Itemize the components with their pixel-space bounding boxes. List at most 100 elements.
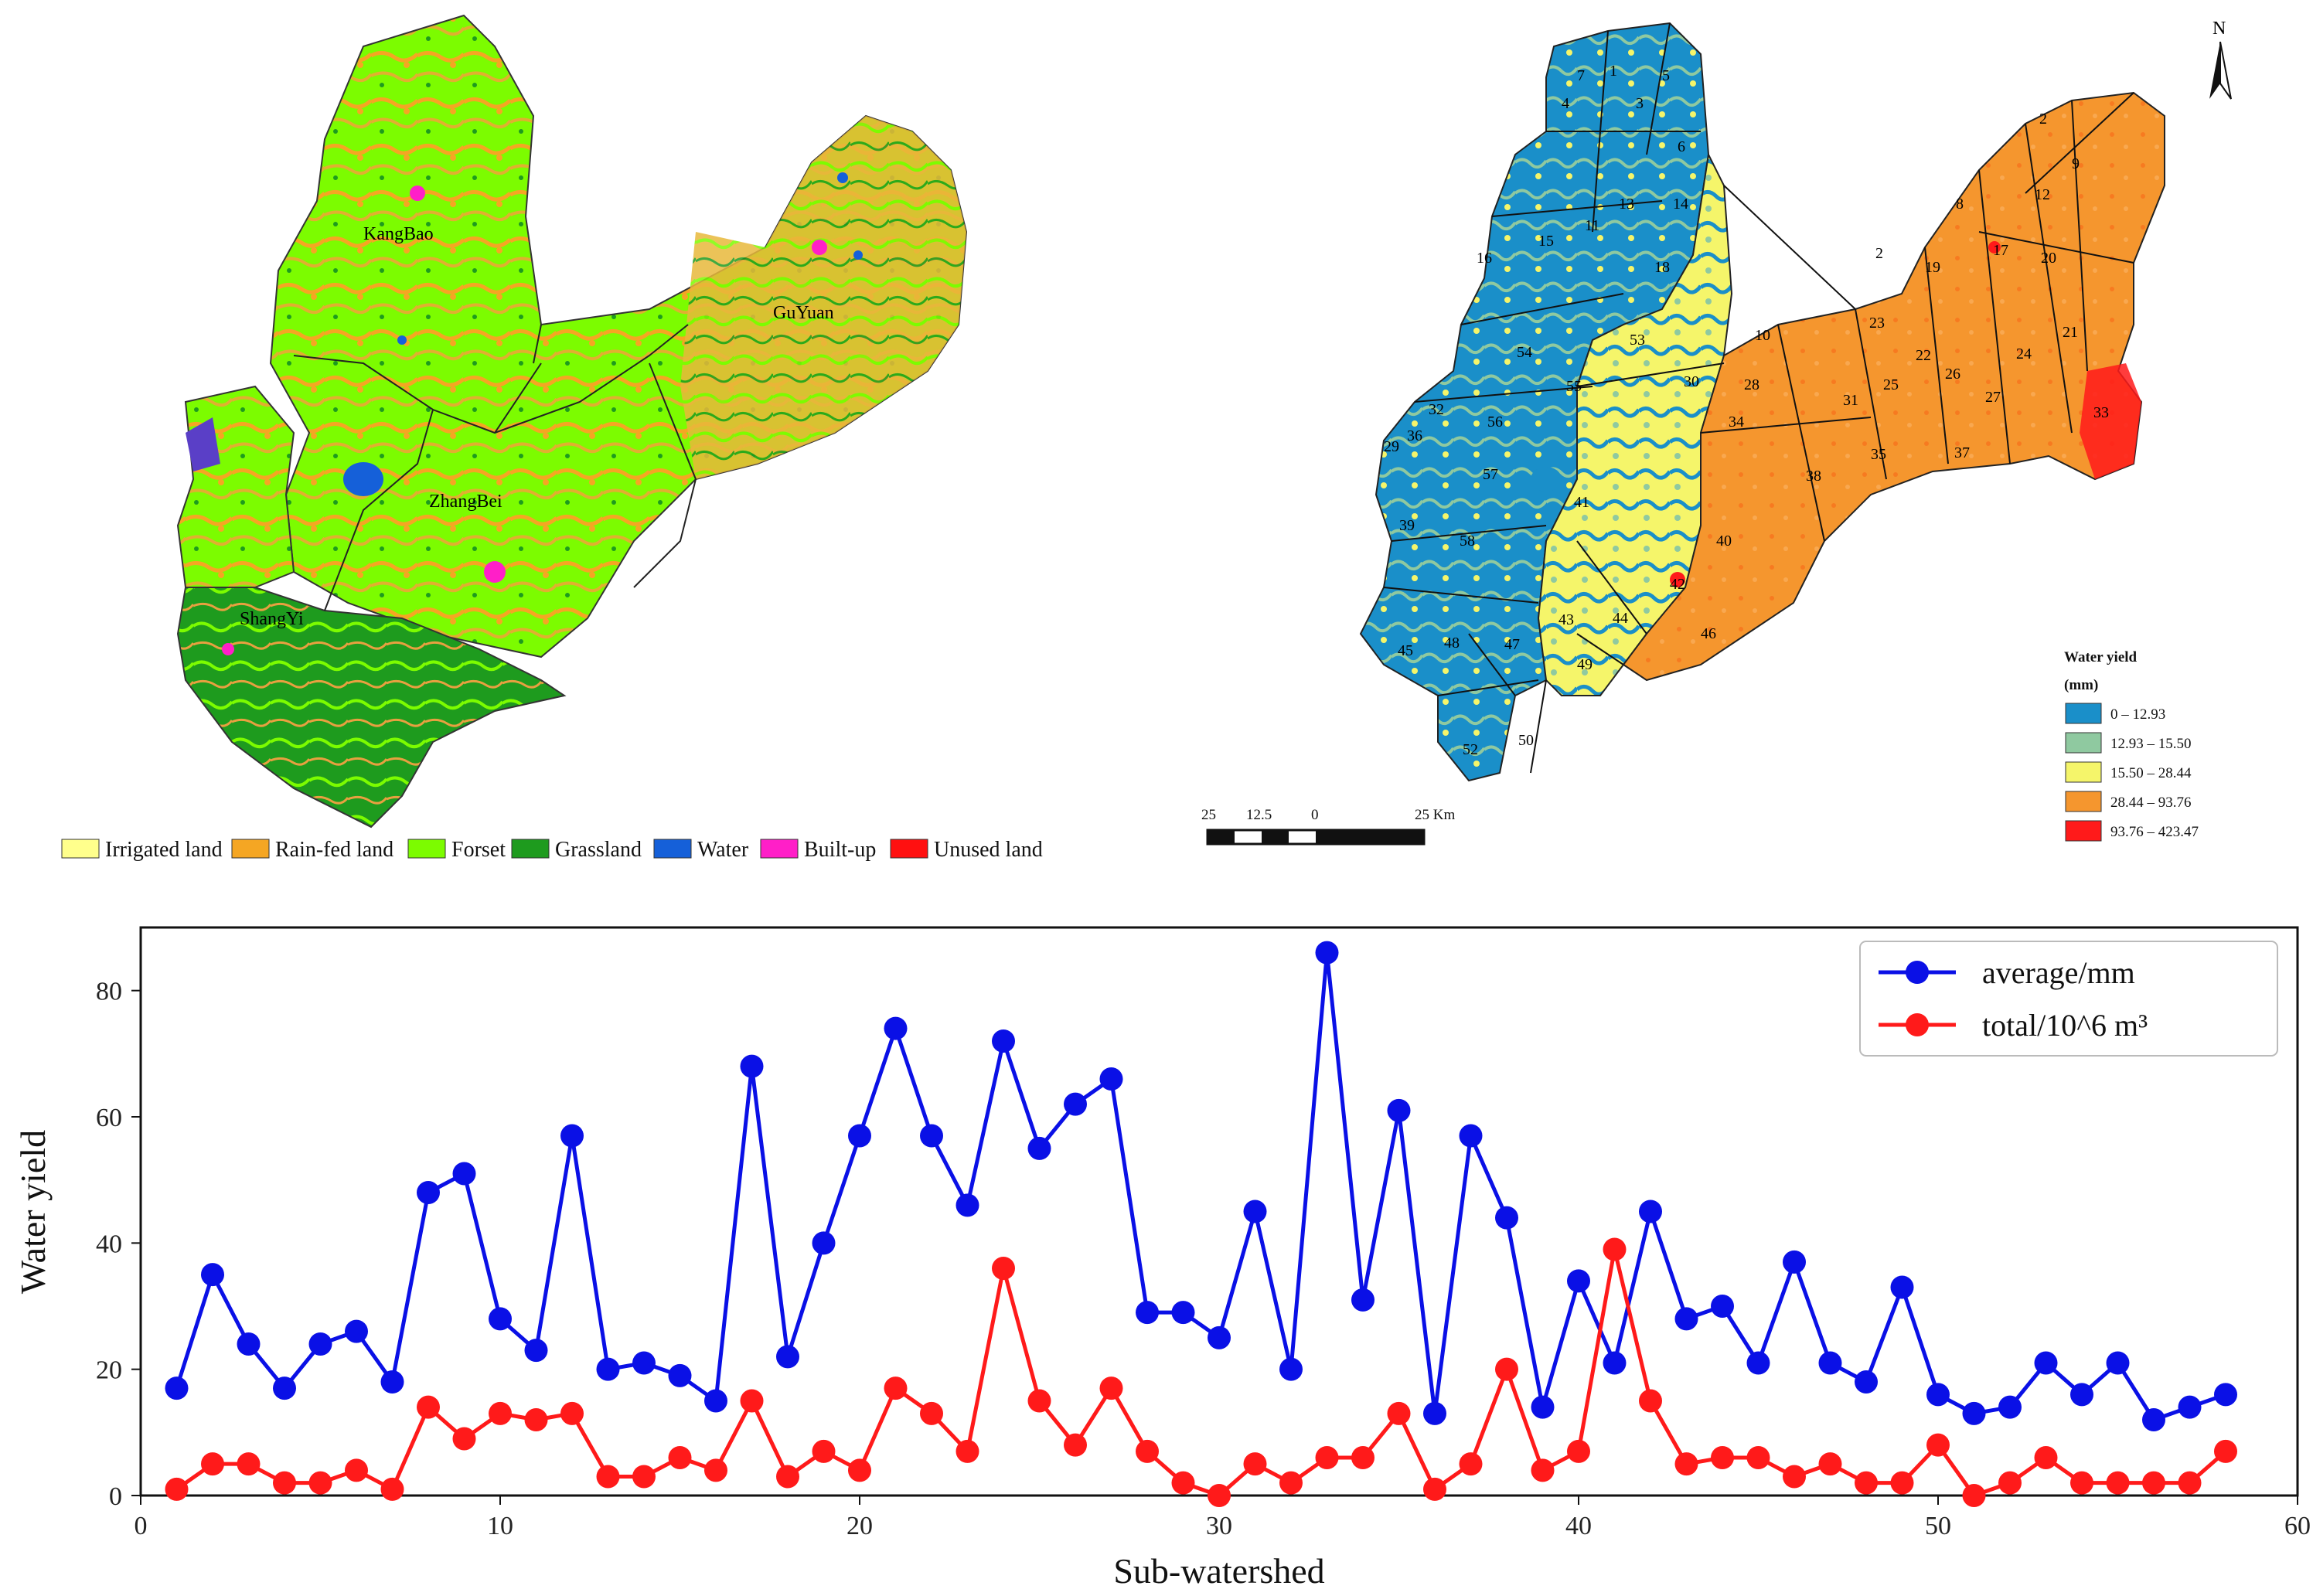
- subwatershed-boundaries: [1383, 22, 2134, 774]
- subwatershed-label: 52: [1463, 741, 1478, 758]
- data-point-average: [920, 1124, 943, 1148]
- shangyi-builtup: [222, 643, 234, 655]
- data-point-average: [1208, 1325, 1231, 1349]
- data-point-average: [1423, 1401, 1446, 1425]
- svg-text:Water: Water: [697, 838, 749, 862]
- data-point-average: [1818, 1351, 1842, 1375]
- data-point-average: [1351, 1288, 1375, 1312]
- data-point-total: [1962, 1484, 1986, 1507]
- data-point-average: [1064, 1092, 1087, 1116]
- data-point-average: [632, 1351, 656, 1375]
- data-point-average: [1279, 1357, 1303, 1381]
- data-point-total: [1459, 1452, 1483, 1476]
- subwatershed-label: 58: [1460, 533, 1475, 550]
- series-line-average: [175, 951, 2226, 1422]
- data-point-average: [452, 1162, 476, 1186]
- subwatershed-label: 57: [1483, 466, 1498, 483]
- data-point-total: [1423, 1477, 1446, 1501]
- svg-text:Built-up: Built-up: [804, 838, 876, 862]
- subwatershed-label: 50: [1518, 732, 1534, 749]
- data-point-total: [992, 1257, 1015, 1280]
- subwatershed-label: 55: [1566, 378, 1582, 395]
- subwatershed-label: 15: [1538, 233, 1554, 250]
- x-tick-label: 50: [1925, 1512, 1951, 1540]
- data-point-average: [560, 1124, 584, 1148]
- svg-text:0: 0: [1311, 807, 1319, 823]
- data-point-total: [1746, 1446, 1770, 1469]
- landuse-legend-item: Grassland: [511, 838, 642, 862]
- data-point-average: [1243, 1200, 1267, 1223]
- subwatershed-label: 19: [1925, 259, 1940, 276]
- data-point-total: [1998, 1471, 2022, 1495]
- subwatershed-label: 1: [1610, 63, 1617, 80]
- wy-legend-item: 12.93 – 15.50: [2065, 732, 2192, 754]
- data-point-total: [560, 1401, 584, 1425]
- x-tick-label: 0: [135, 1512, 148, 1540]
- subwatershed-label: 3: [1636, 95, 1644, 112]
- region-label-shangyi: ShangYi: [240, 609, 304, 629]
- data-point-total: [1315, 1446, 1339, 1469]
- data-point-average: [165, 1377, 189, 1400]
- data-point-average: [956, 1193, 979, 1217]
- wy-lake: [1531, 467, 1562, 492]
- data-point-total: [345, 1458, 368, 1482]
- svg-text:Grassland: Grassland: [555, 838, 642, 862]
- data-point-total: [668, 1446, 692, 1469]
- chart-legend: average/mm total/10^6 m³: [1859, 941, 2278, 1057]
- subwatershed-label: 28: [1744, 376, 1759, 393]
- x-axis-title: Sub-watershed: [1113, 1551, 1324, 1591]
- data-point-average: [2178, 1395, 2202, 1419]
- data-point-total: [2070, 1471, 2093, 1495]
- data-point-total: [1136, 1439, 1159, 1463]
- data-point-total: [1818, 1452, 1842, 1476]
- subwatershed-label: 40: [1716, 533, 1732, 550]
- subwatershed-label: 43: [1558, 611, 1574, 628]
- data-point-total: [2142, 1471, 2165, 1495]
- subwatershed-label: 54: [1517, 344, 1532, 361]
- data-point-total: [489, 1401, 512, 1425]
- subwatershed-label: 4: [1562, 95, 1569, 112]
- subwatershed-label: 44: [1613, 610, 1628, 627]
- data-point-average: [812, 1231, 836, 1255]
- chart-series: [165, 941, 2237, 1507]
- water-yield-legend: Water yield (mm) 0 – 12.93 12.93 – 15.50…: [2064, 649, 2199, 842]
- data-point-total: [2178, 1471, 2202, 1495]
- data-point-total: [812, 1439, 836, 1463]
- landuse-legend-item: Water: [653, 838, 749, 862]
- subwatershed-label: 12: [2035, 186, 2050, 203]
- subwatershed-label: 13: [1619, 196, 1634, 213]
- data-point-total: [632, 1465, 656, 1489]
- data-point-average: [1387, 1098, 1411, 1122]
- landuse-legend-item: Rain-fed land: [231, 838, 393, 862]
- landuse-west-region: [176, 385, 295, 588]
- subwatershed-label: 56: [1487, 413, 1503, 430]
- subwatershed-label: 35: [1871, 446, 1886, 463]
- data-point-average: [1495, 1206, 1518, 1230]
- water-yield-map: 1 2 3 4 5 6 7 8 9 10 11 12 13 14 15 16 1…: [1359, 22, 2165, 782]
- y-axis-title: Water yield: [13, 1130, 53, 1294]
- svg-text:average/mm: average/mm: [1982, 955, 2135, 990]
- data-point-average: [1998, 1395, 2022, 1419]
- data-point-average: [2070, 1383, 2093, 1407]
- data-point-average: [1099, 1067, 1123, 1091]
- wy-legend-item: 15.50 – 28.44: [2065, 761, 2192, 783]
- legend-unit: (mm): [2064, 677, 2098, 693]
- data-point-total: [201, 1452, 224, 1476]
- region-label-zhangbei: ZhangBei: [429, 492, 502, 512]
- guyuan-builtup: [812, 240, 827, 255]
- data-point-total: [1531, 1458, 1555, 1482]
- data-point-total: [1711, 1446, 1734, 1469]
- small-lake: [853, 250, 863, 260]
- data-point-total: [380, 1477, 404, 1501]
- x-tick-label: 60: [2284, 1512, 2311, 1540]
- subwatershed-label: 38: [1806, 468, 1821, 485]
- x-tick-label: 30: [1206, 1512, 1232, 1540]
- data-point-total: [1603, 1237, 1627, 1261]
- y-tick-label: 0: [109, 1482, 122, 1511]
- data-point-average: [2214, 1383, 2237, 1407]
- data-point-average: [884, 1016, 908, 1040]
- water-yield-chart: 0 10 20 30 40 50 60 0 20 40 60 80 Sub-watershed Wat…: [13, 926, 2311, 1591]
- svg-text:Unused land: Unused land: [934, 838, 1043, 862]
- subwatershed-label: 41: [1574, 494, 1589, 511]
